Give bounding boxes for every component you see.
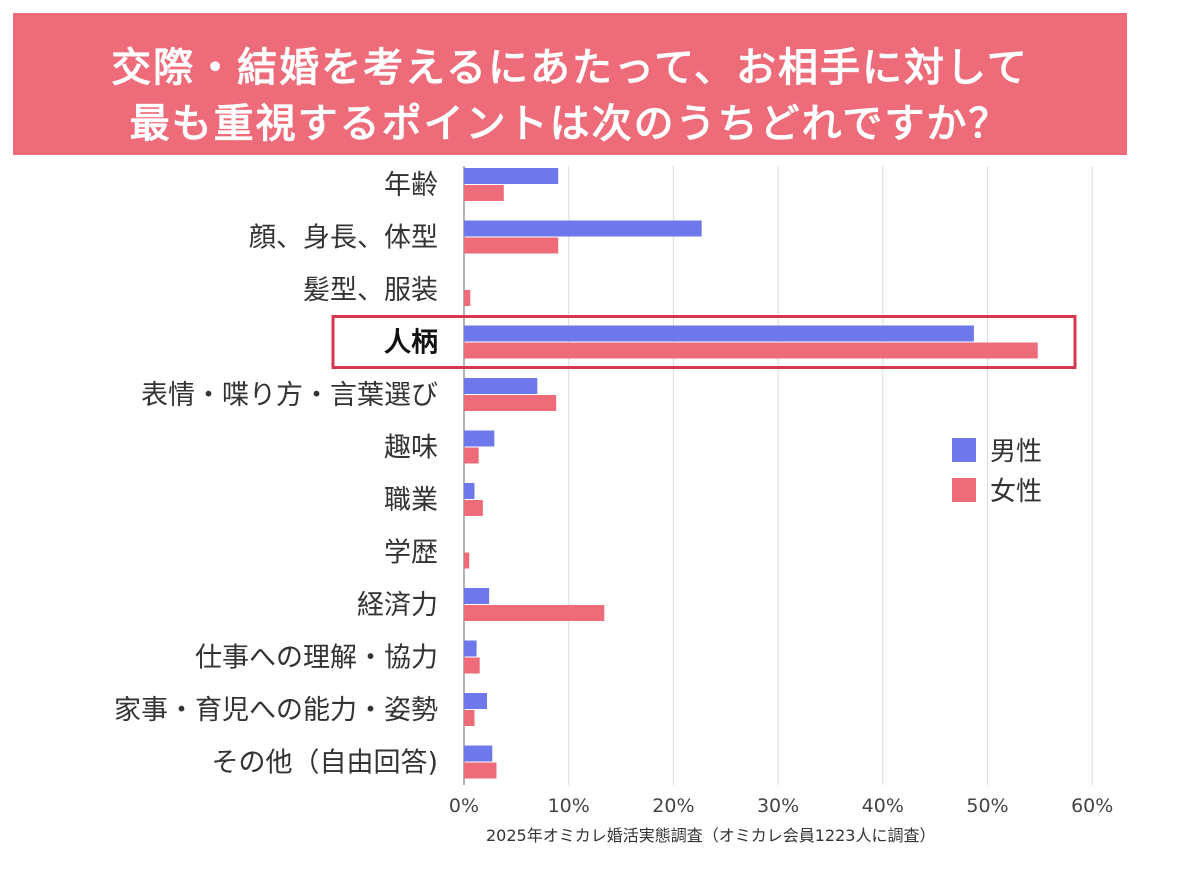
category-label: その他（自由回答)	[211, 748, 438, 779]
bar-male	[464, 745, 493, 762]
title-banner: 交際・結婚を考えるにあたって、お相手に対して 最も重視するポイントは次のうちどれ…	[13, 13, 1127, 155]
category-label: 表情・喋り方・言葉選び	[141, 380, 438, 411]
bar-female	[464, 342, 1038, 359]
category-label: 経済力	[357, 590, 438, 621]
bar-female	[464, 185, 504, 201]
bar-female	[464, 500, 483, 516]
bar-female	[464, 237, 559, 254]
category-label: 髪型、服装	[303, 275, 438, 306]
category-label: 趣味	[384, 433, 438, 464]
bar-male	[464, 325, 974, 342]
bar-female	[464, 657, 480, 674]
category-label: 年齢	[384, 170, 438, 201]
bar-male	[464, 640, 477, 657]
bar-female	[464, 605, 605, 621]
category-label: 人柄	[384, 328, 438, 359]
bar-female	[464, 552, 470, 569]
x-tick-label: 0%	[449, 795, 479, 817]
x-tick-label: 60%	[1071, 795, 1113, 817]
bar-male	[464, 430, 495, 447]
bar-female	[464, 710, 475, 726]
category-label: 家事・育児への能力・姿勢	[114, 695, 438, 726]
x-tick-label: 40%	[862, 795, 904, 817]
legend-swatch-male	[952, 438, 976, 462]
bar-male	[464, 693, 488, 709]
x-tick-label: 50%	[966, 795, 1008, 817]
legend-swatch-female	[952, 478, 976, 502]
x-tick-label: 30%	[757, 795, 799, 817]
bar-male	[464, 378, 538, 394]
bar-female	[464, 447, 479, 464]
bar-female	[464, 290, 471, 306]
x-tick-label: 20%	[652, 795, 694, 817]
category-label: 顔、身長、体型	[249, 223, 438, 254]
bar-female	[464, 395, 557, 411]
highlight-box	[331, 315, 1077, 369]
chart-title-line-1: 交際・結婚を考えるにあたって、お相手に対して	[111, 45, 1029, 91]
bar-male	[464, 588, 490, 604]
category-label: 仕事への理解・協力	[195, 643, 438, 674]
legend-label-female: 女性	[990, 477, 1042, 507]
chart-title-line-2: 最も重視するポイントは次のうちどれですか？	[129, 101, 1011, 147]
category-label: 学歴	[384, 538, 438, 569]
source-note: 2025年オミカレ婚活実態調査（オミカレ会員1223人に調査）	[486, 826, 936, 845]
legend-label-male: 男性	[990, 437, 1042, 467]
category-label: 職業	[384, 485, 438, 516]
x-tick-label: 10%	[548, 795, 590, 817]
bar-male	[464, 168, 559, 184]
bar-male	[464, 483, 475, 499]
bar-female	[464, 762, 497, 779]
bar-male	[464, 220, 702, 237]
